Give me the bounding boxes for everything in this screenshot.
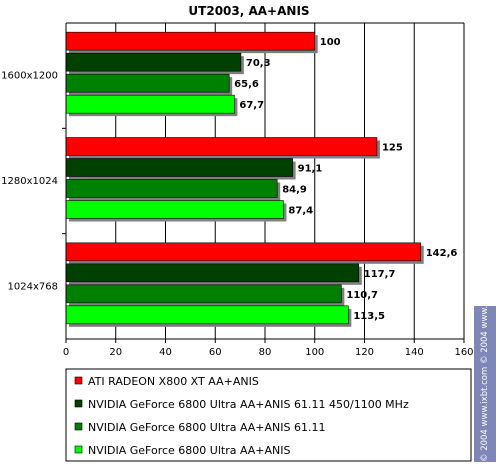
data-label: 110,7: [346, 290, 378, 301]
x-tick-label: 0: [63, 347, 69, 358]
bar: [65, 179, 278, 198]
legend-swatch: [74, 445, 83, 454]
plot-area: 100 70,3 65,6 67,7 1600x1200 125 91,1 84,9 87,4 1…: [1, 22, 474, 358]
bar: [65, 31, 316, 51]
category-label: 1600x1200: [1, 71, 58, 82]
legend-swatch: [74, 376, 83, 385]
bar: [65, 242, 422, 262]
chart-title: UT2003, AA+ANIS: [188, 4, 309, 18]
x-tick-label: 160: [454, 347, 473, 358]
data-label: 87,4: [288, 206, 313, 217]
data-label: 84,9: [282, 185, 307, 196]
legend-label: ATI RADEON X800 XT AA+ANIS: [88, 375, 259, 388]
bar: [65, 263, 360, 283]
bar: [65, 137, 378, 156]
bar: [65, 158, 293, 177]
legend-label: NVIDIA GeForce 6800 Ultra AA+ANIS 61.11 …: [88, 398, 409, 411]
data-label: 67,7: [239, 100, 264, 111]
data-label: 125: [382, 143, 403, 154]
x-tick-label: 140: [405, 347, 424, 358]
category-label: 1280x1024: [1, 176, 58, 187]
watermark: © 2004 www.ixbt.com © 2004 www.digit-lif…: [474, 249, 496, 462]
data-label: 100: [320, 37, 341, 48]
watermark-text: © 2004 www.ixbt.com © 2004 www.digit-lif…: [480, 249, 490, 462]
legend-swatch: [74, 422, 83, 431]
x-tick-label: 40: [159, 347, 172, 358]
x-tick-label: 60: [209, 347, 222, 358]
x-tick-label: 120: [355, 347, 374, 358]
legend-label: NVIDIA GeForce 6800 Ultra AA+ANIS 61.11: [88, 421, 326, 434]
bar: [65, 305, 349, 325]
bar: [65, 73, 230, 93]
x-tick-label: 80: [259, 347, 272, 358]
x-tick-label: 20: [109, 347, 122, 358]
bar: [65, 284, 342, 304]
data-label: 91,1: [298, 164, 323, 175]
bar: [65, 200, 284, 219]
data-label: 117,7: [364, 269, 396, 280]
category-label: 1024x768: [8, 281, 58, 292]
data-label: 65,6: [234, 79, 259, 90]
data-label: 113,5: [353, 311, 385, 322]
legend-swatch: [74, 399, 83, 408]
bar: [65, 94, 235, 114]
legend-label: NVIDIA GeForce 6800 Ultra AA+ANIS: [88, 444, 291, 457]
legend: ATI RADEON X800 XT AA+ANIS NVIDIA GeForce…: [65, 368, 472, 462]
legend-box: [65, 368, 472, 462]
bar: [65, 52, 242, 72]
x-tick-label: 100: [305, 347, 324, 358]
data-label: 142,6: [426, 248, 458, 259]
data-label: 70,3: [246, 58, 271, 69]
